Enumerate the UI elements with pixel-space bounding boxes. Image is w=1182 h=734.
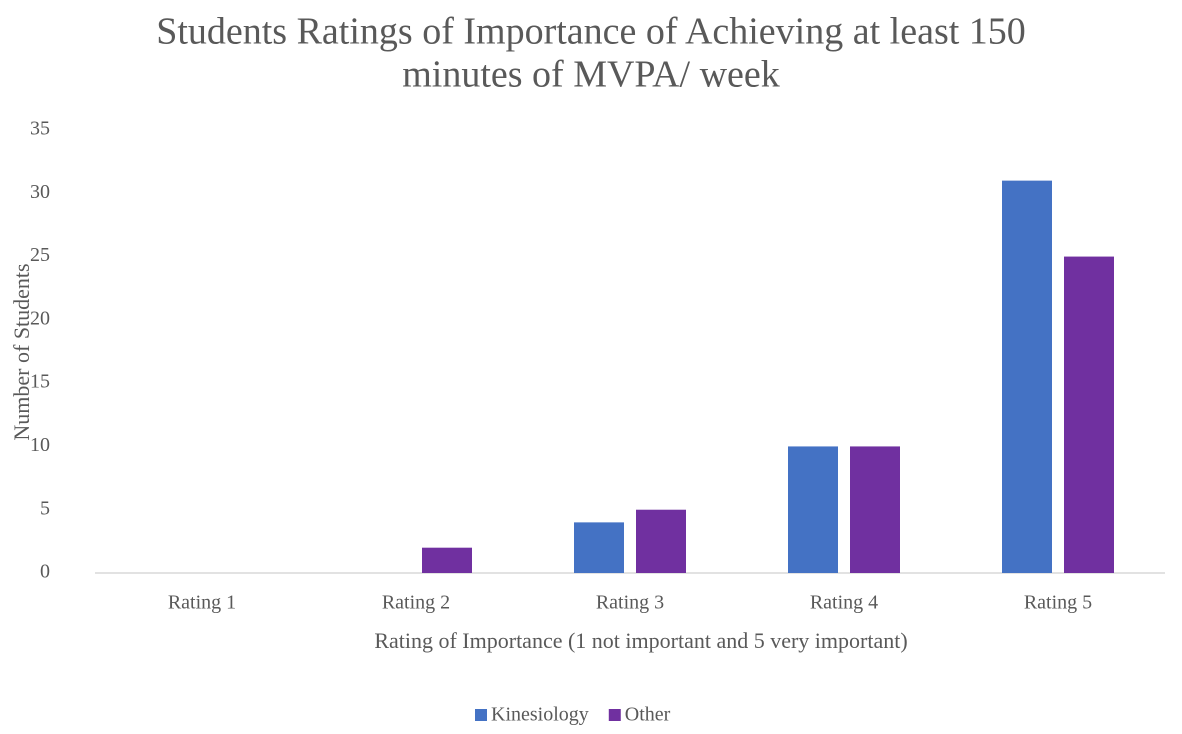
legend-swatch bbox=[608, 709, 621, 721]
bar bbox=[574, 522, 624, 573]
bar bbox=[422, 547, 472, 573]
bar bbox=[788, 446, 838, 573]
x-tick-label: Rating 1 bbox=[168, 592, 236, 614]
bar bbox=[636, 509, 686, 573]
x-tick-label: Rating 3 bbox=[596, 592, 664, 614]
y-tick-label: 15 bbox=[30, 371, 50, 393]
legend-label: Other bbox=[625, 704, 671, 726]
y-tick-label: 25 bbox=[30, 244, 50, 266]
x-axis-title: Rating of Importance (1 not important an… bbox=[374, 628, 907, 653]
y-tick-label: 35 bbox=[30, 118, 50, 140]
bar bbox=[850, 446, 900, 573]
x-tick-label: Rating 5 bbox=[1024, 592, 1092, 614]
x-tick-label: Rating 2 bbox=[382, 592, 450, 614]
bar bbox=[1002, 180, 1052, 573]
chart-title: minutes of MVPA/ week bbox=[402, 54, 780, 96]
bar bbox=[1064, 256, 1114, 573]
legend-swatch bbox=[475, 709, 487, 721]
y-tick-label: 10 bbox=[30, 434, 50, 456]
chart-title: Students Ratings of Importance of Achiev… bbox=[156, 11, 1026, 53]
y-axis-title: Number of Students bbox=[9, 263, 34, 440]
y-tick-label: 30 bbox=[30, 181, 50, 203]
y-tick-label: 5 bbox=[40, 497, 50, 519]
legend-label: Kinesiology bbox=[491, 704, 589, 726]
y-tick-label: 20 bbox=[30, 307, 50, 329]
x-tick-label: Rating 4 bbox=[810, 592, 878, 614]
y-tick-label: 0 bbox=[40, 561, 50, 583]
